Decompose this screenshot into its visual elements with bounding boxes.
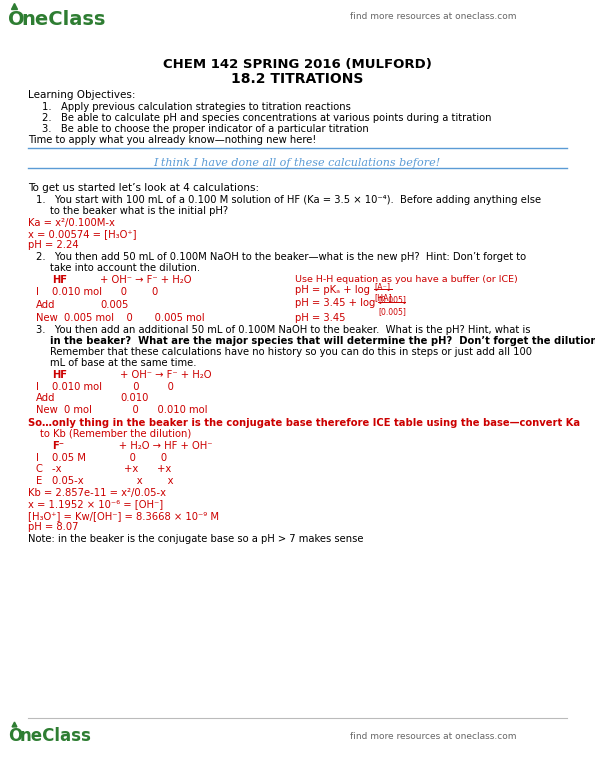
Text: 0.05-x                 x        x: 0.05-x x x [52,476,174,486]
Text: HF: HF [52,275,67,285]
Text: 0.010 mol      0        0: 0.010 mol 0 0 [52,287,158,297]
Text: find more resources at oneclass.com: find more resources at oneclass.com [350,732,516,741]
Text: take into account the dilution.: take into account the dilution. [50,263,200,273]
Text: neClass: neClass [21,10,105,29]
Text: + OH⁻ → F⁻ + H₂O: + OH⁻ → F⁻ + H₂O [120,370,211,380]
Text: New  0 mol             0      0.010 mol: New 0 mol 0 0.010 mol [36,405,208,415]
Text: pH = pKₐ + log: pH = pKₐ + log [295,285,370,295]
Text: I think I have done all of these calculations before!: I think I have done all of these calcula… [154,158,441,168]
Text: x = 1.1952 × 10⁻⁶ = [OH⁻]: x = 1.1952 × 10⁻⁶ = [OH⁻] [28,499,163,509]
Text: 0.05 M              0        0: 0.05 M 0 0 [52,453,167,463]
Text: New  0.005 mol    0       0.005 mol: New 0.005 mol 0 0.005 mol [36,313,205,323]
Text: Remember that these calculations have no history so you can do this in steps or : Remember that these calculations have no… [50,347,532,357]
Text: [0.005]: [0.005] [378,307,406,316]
Text: 1.   Apply previous calculation strategies to titration reactions: 1. Apply previous calculation strategies… [42,102,351,112]
Text: HF: HF [52,370,67,380]
Text: 0.005: 0.005 [100,300,129,310]
Text: find more resources at oneclass.com: find more resources at oneclass.com [350,12,516,21]
Text: 2.   You then add 50 mL of 0.100M NaOH to the beaker—what is the new pH?  Hint: : 2. You then add 50 mL of 0.100M NaOH to … [36,252,526,262]
Text: + OH⁻ → F⁻ + H₂O: + OH⁻ → F⁻ + H₂O [100,275,192,285]
Text: [HA]: [HA] [374,293,392,302]
Text: To get us started let’s look at 4 calculations:: To get us started let’s look at 4 calcul… [28,183,259,193]
Text: pH = 2.24: pH = 2.24 [28,240,79,250]
Text: 3.   Be able to choose the proper indicator of a particular titration: 3. Be able to choose the proper indicato… [42,124,369,134]
Text: Ka = x²/0.100M-x: Ka = x²/0.100M-x [28,218,115,228]
Text: + H₂O → HF + OH⁻: + H₂O → HF + OH⁻ [100,441,212,451]
Text: I: I [36,287,39,297]
Text: I: I [36,382,39,392]
Text: So…only thing in the beaker is the conjugate base therefore ICE table using the : So…only thing in the beaker is the conju… [28,418,580,428]
Text: Time to apply what you already know—nothing new here!: Time to apply what you already know—noth… [28,135,317,145]
Text: F⁻: F⁻ [52,441,64,451]
Text: 18.2 TITRATIONS: 18.2 TITRATIONS [231,72,363,86]
Text: pH = 3.45 + log: pH = 3.45 + log [295,298,375,308]
Text: O: O [8,727,22,745]
Text: E: E [36,476,42,486]
Text: Kb = 2.857e-11 = x²/0.05-x: Kb = 2.857e-11 = x²/0.05-x [28,488,166,498]
Text: [A⁻]: [A⁻] [374,282,390,291]
Text: pH = 8.07: pH = 8.07 [28,522,79,532]
Text: mL of base at the same time.: mL of base at the same time. [50,358,196,368]
Text: 1.   You start with 100 mL of a 0.100 M solution of HF (Ka = 3.5 × 10⁻⁴).  Befor: 1. You start with 100 mL of a 0.100 M so… [36,195,541,205]
Text: 3.   You then add an additional 50 mL of 0.100M NaOH to the beaker.  What is the: 3. You then add an additional 50 mL of 0… [36,325,531,335]
Text: I: I [36,453,39,463]
Text: C: C [36,464,43,474]
Text: to Kb (Remember the dilution): to Kb (Remember the dilution) [40,429,191,439]
Text: x = 0.00574 = [H₃O⁺]: x = 0.00574 = [H₃O⁺] [28,229,136,239]
Text: 2.   Be able to calculate pH and species concentrations at various points during: 2. Be able to calculate pH and species c… [42,113,491,123]
Text: pH = 3.45: pH = 3.45 [295,313,346,323]
Text: [0.005]: [0.005] [378,295,406,304]
Text: Use H-H equation as you have a buffer (or ICE): Use H-H equation as you have a buffer (o… [295,275,518,284]
Text: Add: Add [36,300,55,310]
Text: 0.010: 0.010 [120,393,148,403]
Text: Learning Objectives:: Learning Objectives: [28,90,136,100]
Text: -x                    +x      +x: -x +x +x [52,464,171,474]
Text: O: O [8,10,24,29]
Text: Note: in the beaker is the conjugate base so a pH > 7 makes sense: Note: in the beaker is the conjugate bas… [28,534,364,544]
Text: neClass: neClass [20,727,92,745]
Text: to the beaker what is the initial pH?: to the beaker what is the initial pH? [50,206,228,216]
Text: Add: Add [36,393,55,403]
Text: [H₃O⁺] = Kw/[OH⁻] = 8.3668 × 10⁻⁹ M: [H₃O⁺] = Kw/[OH⁻] = 8.3668 × 10⁻⁹ M [28,511,219,521]
Text: in the beaker?  What are the major species that will determine the pH?  Don’t fo: in the beaker? What are the major specie… [50,336,595,346]
Text: CHEM 142 SPRING 2016 (MULFORD): CHEM 142 SPRING 2016 (MULFORD) [162,58,431,71]
Text: 0.010 mol          0         0: 0.010 mol 0 0 [52,382,174,392]
